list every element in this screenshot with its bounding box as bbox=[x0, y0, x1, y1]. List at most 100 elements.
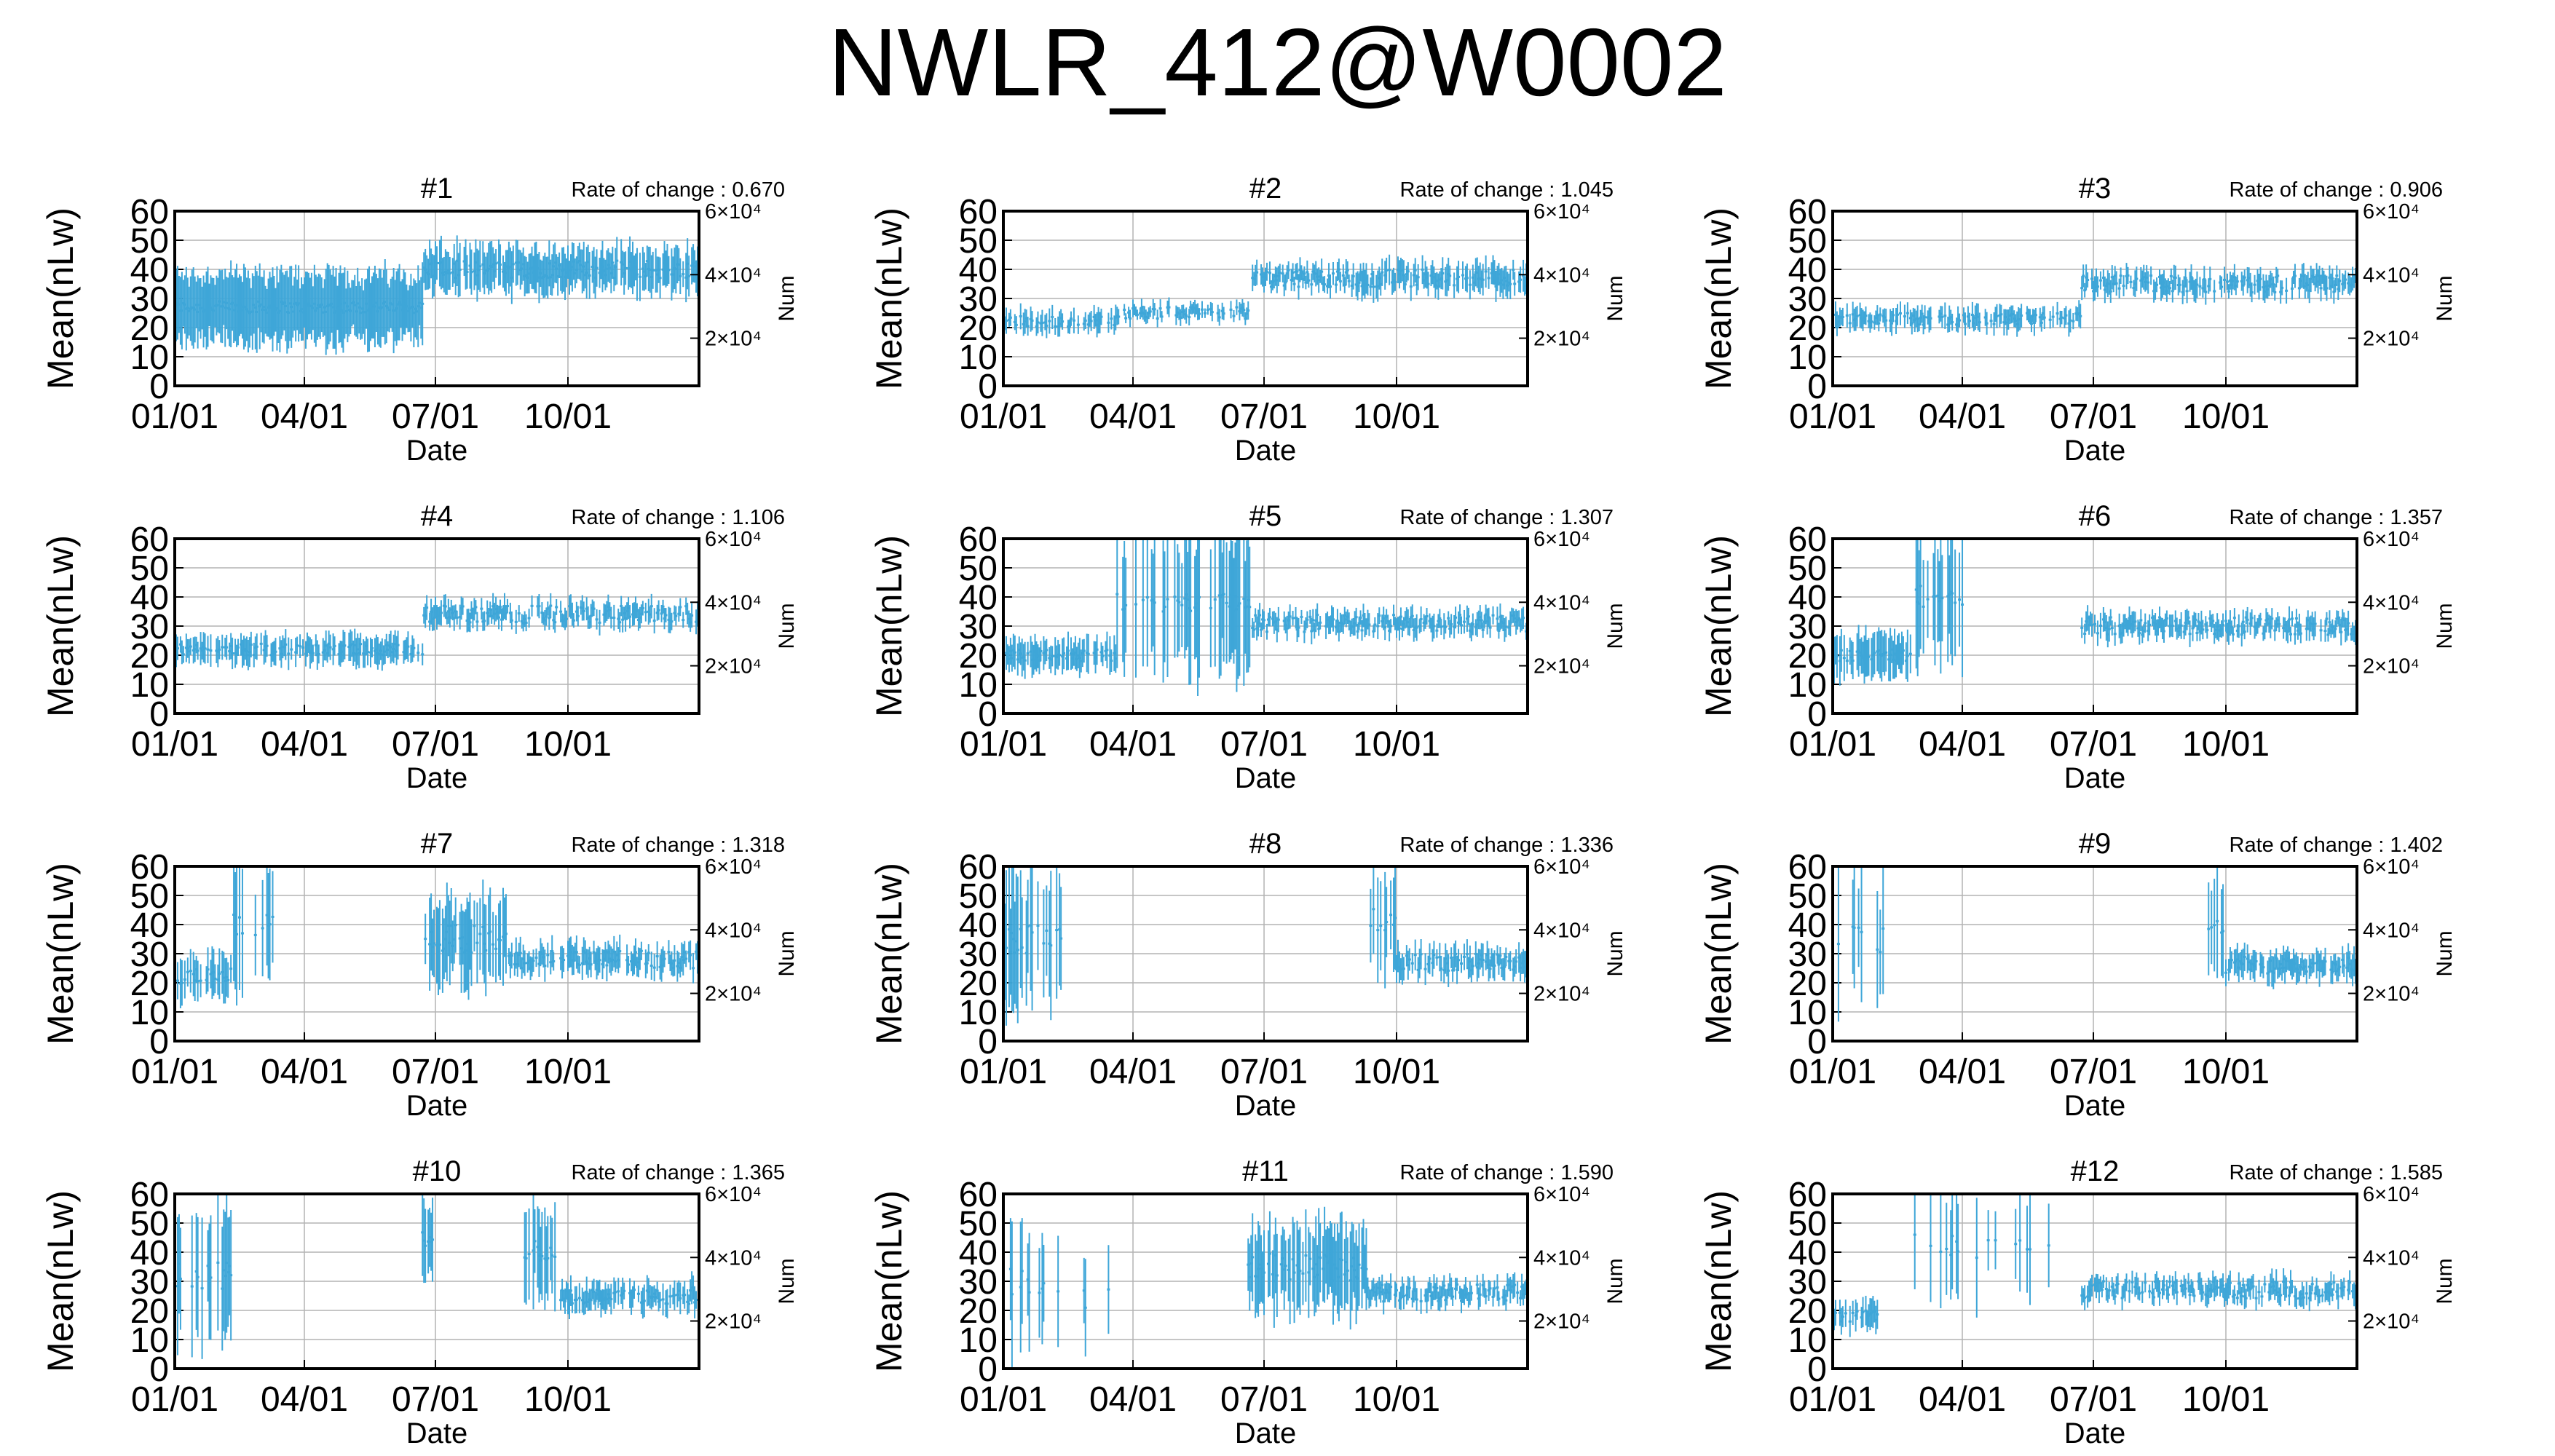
y-tick-label: 30 bbox=[130, 280, 169, 319]
y2-tick-label: 6×10⁴ bbox=[705, 200, 762, 223]
y-axis-label: Mean(nLw) bbox=[40, 863, 81, 1045]
y2-tick-label: 6×10⁴ bbox=[705, 528, 762, 551]
rate-of-change-label: Rate of change : 1.336 bbox=[1400, 834, 1614, 857]
plot-frame bbox=[1002, 210, 1529, 387]
y-tick-label: 60 bbox=[959, 193, 998, 232]
y-tick-label: 20 bbox=[959, 1292, 998, 1331]
y-tick-label: 40 bbox=[1788, 906, 1827, 945]
y-axis-label: Mean(nLw) bbox=[869, 863, 909, 1045]
y-tick-label: 0 bbox=[1807, 368, 1827, 406]
y-tick-label: 0 bbox=[149, 695, 169, 734]
y2-axis-label: Num bbox=[775, 275, 799, 321]
y-tick-label: 30 bbox=[959, 608, 998, 646]
y-axis-label: Mean(nLw) bbox=[869, 535, 909, 717]
figure-title: NWLR_412@W0002 bbox=[828, 9, 1727, 116]
x-tick-label: 10/01 bbox=[2182, 1053, 2270, 1091]
x-tick-label: 10/01 bbox=[524, 397, 612, 436]
y2-tick-label: 4×10⁴ bbox=[1533, 919, 1590, 942]
y2-axis-label: Num bbox=[1603, 930, 1627, 976]
x-axis-label: Date bbox=[2064, 435, 2126, 467]
y-tick-label: 30 bbox=[1788, 608, 1827, 646]
x-axis-label: Date bbox=[2064, 762, 2126, 794]
y-tick-label: 0 bbox=[978, 695, 998, 734]
y2-axis-label: Num bbox=[2433, 603, 2457, 649]
y2-tick-label: 2×10⁴ bbox=[2363, 328, 2420, 351]
x-tick-label: 01/01 bbox=[960, 725, 1047, 764]
y-tick-label: 20 bbox=[1788, 309, 1827, 348]
y-tick-label: 60 bbox=[959, 1176, 998, 1214]
y2-tick-label: 6×10⁴ bbox=[705, 1183, 762, 1206]
y-tick-label: 0 bbox=[1807, 1023, 1827, 1061]
x-axis-label: Date bbox=[1235, 435, 1297, 467]
rate-of-change-label: Rate of change : 1.318 bbox=[572, 834, 785, 857]
y-tick-label: 60 bbox=[959, 521, 998, 559]
plot-frame bbox=[173, 537, 700, 715]
y-tick-label: 10 bbox=[1788, 666, 1827, 705]
subplot-title: #3 bbox=[2079, 173, 2112, 205]
y-tick-label: 10 bbox=[959, 339, 998, 377]
y-tick-label: 10 bbox=[130, 339, 169, 377]
y-tick-label: 60 bbox=[130, 848, 169, 887]
y-axis-label: Mean(nLw) bbox=[40, 1190, 81, 1372]
y-tick-label: 40 bbox=[959, 251, 998, 290]
y-tick-label: 10 bbox=[130, 1321, 169, 1360]
y-tick-label: 60 bbox=[130, 193, 169, 232]
y2-axis-label: Num bbox=[775, 1258, 799, 1304]
x-tick-label: 07/01 bbox=[392, 1053, 479, 1091]
y2-tick-label: 2×10⁴ bbox=[705, 983, 762, 1006]
x-tick-label: 07/01 bbox=[392, 397, 479, 436]
y-tick-label: 20 bbox=[959, 309, 998, 348]
y2-axis-label: Num bbox=[2433, 930, 2457, 976]
y-tick-label: 0 bbox=[149, 1350, 169, 1389]
y-tick-label: 30 bbox=[130, 935, 169, 974]
plot-frame bbox=[1002, 865, 1529, 1042]
x-tick-label: 04/01 bbox=[261, 1380, 348, 1419]
x-tick-label: 04/01 bbox=[1089, 1053, 1177, 1091]
y-tick-label: 60 bbox=[130, 521, 169, 559]
y-axis-label: Mean(nLw) bbox=[40, 207, 81, 389]
y-tick-label: 20 bbox=[959, 637, 998, 676]
x-axis-label: Date bbox=[2064, 1090, 2126, 1122]
y-tick-label: 40 bbox=[130, 906, 169, 945]
x-tick-label: 04/01 bbox=[1919, 725, 2006, 764]
y-tick-label: 40 bbox=[959, 1234, 998, 1273]
y-tick-label: 0 bbox=[1807, 695, 1827, 734]
x-tick-label: 10/01 bbox=[524, 1053, 612, 1091]
y-tick-label: 50 bbox=[130, 550, 169, 588]
y2-tick-label: 2×10⁴ bbox=[1533, 655, 1590, 678]
x-tick-label: 10/01 bbox=[524, 1380, 612, 1419]
y-tick-label: 40 bbox=[959, 906, 998, 945]
x-tick-label: 07/01 bbox=[2050, 1053, 2137, 1091]
x-axis-label: Date bbox=[406, 762, 468, 794]
y2-tick-label: 4×10⁴ bbox=[705, 919, 762, 942]
y2-tick-label: 2×10⁴ bbox=[705, 655, 762, 678]
y-tick-label: 50 bbox=[959, 222, 998, 261]
y2-tick-label: 4×10⁴ bbox=[705, 1246, 762, 1270]
plot-frame bbox=[1002, 537, 1529, 715]
rate-of-change-label: Rate of change : 1.365 bbox=[572, 1161, 785, 1184]
y2-tick-label: 6×10⁴ bbox=[705, 855, 762, 879]
y-axis-label: Mean(nLw) bbox=[1698, 535, 1739, 717]
y-tick-label: 40 bbox=[130, 579, 169, 617]
y-tick-label: 50 bbox=[1788, 550, 1827, 588]
x-axis-label: Date bbox=[1235, 1090, 1297, 1122]
subplot-title: #4 bbox=[421, 500, 454, 532]
x-tick-label: 10/01 bbox=[1353, 1053, 1440, 1091]
y2-tick-label: 2×10⁴ bbox=[1533, 328, 1590, 351]
y2-tick-label: 2×10⁴ bbox=[705, 328, 762, 351]
x-tick-label: 04/01 bbox=[1089, 1380, 1177, 1419]
y2-tick-label: 2×10⁴ bbox=[2363, 655, 2420, 678]
y-tick-label: 20 bbox=[1788, 637, 1827, 676]
y-tick-label: 30 bbox=[1788, 935, 1827, 974]
y-tick-label: 60 bbox=[1788, 848, 1827, 887]
y2-axis-label: Num bbox=[775, 930, 799, 976]
y-tick-label: 40 bbox=[959, 579, 998, 617]
y-tick-label: 60 bbox=[130, 1176, 169, 1214]
x-tick-label: 04/01 bbox=[1919, 397, 2006, 436]
